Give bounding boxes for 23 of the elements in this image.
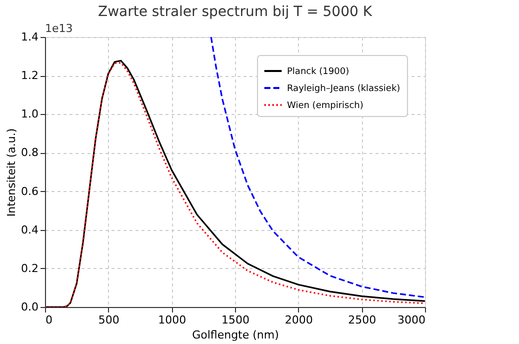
legend-label: Wien (empirisch) bbox=[287, 101, 364, 111]
line-series bbox=[210, 37, 425, 298]
y-tick-label: 1.2 bbox=[21, 69, 38, 82]
y-tick-label: 0.4 bbox=[21, 223, 38, 236]
y-tick-label: 0.6 bbox=[21, 184, 38, 198]
chart-title: Zwarte straler spectrum bij T = 5000 K bbox=[98, 4, 373, 20]
x-tick-label: 3000 bbox=[398, 314, 426, 326]
y-tick-label: 0.2 bbox=[21, 262, 38, 275]
x-tick-label: 2000 bbox=[284, 314, 313, 326]
y-tick-label: 1.0 bbox=[21, 108, 38, 121]
y-tick-label: 0.8 bbox=[21, 146, 38, 160]
legend-label: Planck (1900) bbox=[287, 67, 350, 77]
y-tick-label: 1.4 bbox=[21, 30, 38, 44]
x-tick-label: 500 bbox=[98, 314, 120, 326]
x-axis-title: Golflengte (nm) bbox=[192, 328, 279, 342]
x-tick-label: 2500 bbox=[348, 314, 376, 326]
y-tick-label: 0.0 bbox=[21, 300, 38, 314]
x-tick-label: 0 bbox=[46, 314, 52, 326]
x-tick-label: 1500 bbox=[222, 314, 250, 326]
y-axis-title: Intensiteit (a.u.) bbox=[5, 128, 18, 217]
text: 1e13 bbox=[45, 22, 73, 35]
legend-label: Rayleigh–Jeans (klassiek) bbox=[287, 84, 400, 94]
x-tick-label: 1000 bbox=[158, 314, 186, 326]
